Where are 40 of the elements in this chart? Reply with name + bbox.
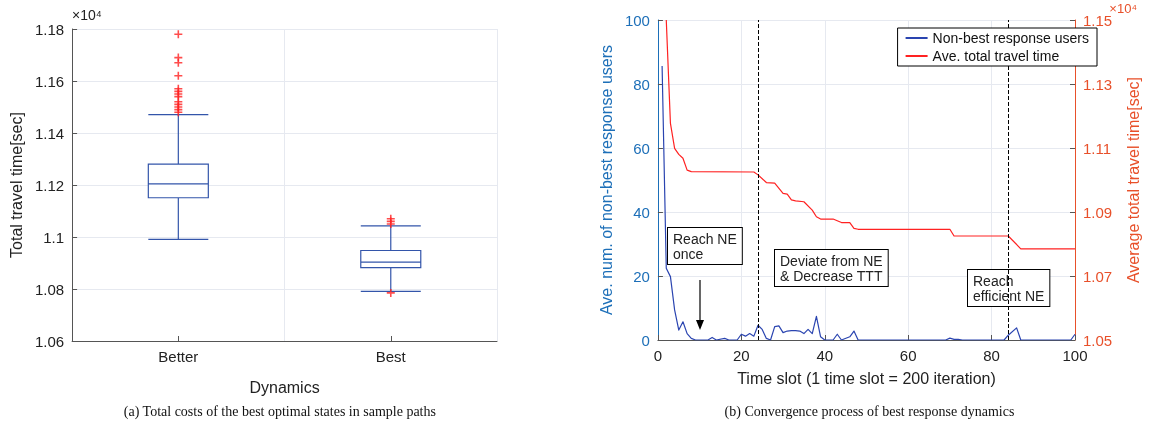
- x-tick-label: 80: [983, 347, 1000, 364]
- y-tick-label: 1.18: [34, 20, 65, 38]
- y-axis-title: Total travel time[sec]: [7, 112, 25, 258]
- y-tick-label: 1.12: [34, 176, 65, 194]
- x-axis-title: Time slot (1 time slot = 200 iteration): [737, 369, 996, 387]
- y-tick-label: 1.16: [34, 72, 65, 90]
- y-tick-label: 60: [633, 139, 650, 157]
- x-tick-label: 60: [899, 347, 917, 364]
- annotation: Deviate from NE & Decrease TTT: [780, 252, 883, 284]
- y-tick-label: 0: [641, 331, 650, 349]
- text: ×10⁴: [72, 7, 102, 23]
- x-tick-label: Better: [158, 348, 199, 365]
- y-tick-label: 1.14: [34, 124, 65, 142]
- x-tick-label: 100: [1062, 347, 1088, 364]
- x-tick-label: Best: [375, 348, 407, 365]
- y-axis-title: Ave. num. of non-best response users: [597, 44, 615, 316]
- y-tick-label: 1.06: [34, 332, 65, 350]
- legend-label: Ave. total travel time: [932, 48, 1060, 64]
- legend-label: Non-best response users: [932, 30, 1090, 46]
- annotation: Reach efficient NE: [973, 272, 1045, 304]
- y-tick-label: 20: [633, 267, 650, 285]
- y-tick-label: 1.1: [43, 228, 65, 246]
- y2-tick-label: 1.07: [1083, 267, 1113, 285]
- x-tick-label: 0: [653, 347, 663, 364]
- y-tick-label: 80: [633, 75, 650, 93]
- y-tick-label: 40: [633, 203, 650, 221]
- line-series: [661, 65, 1076, 341]
- text: (a) Total costs of the best optimal states in sample paths: [123, 403, 436, 420]
- annotation: Reach NE once: [673, 230, 737, 262]
- x-tick-label: 40: [816, 347, 834, 364]
- y-tick-label: 1.08: [34, 280, 65, 298]
- y2-tick-label: 1.11: [1083, 139, 1112, 157]
- y2-axis-title: Average total travel time[sec]: [1124, 76, 1142, 284]
- y2-tick-label: 1.05: [1083, 331, 1113, 349]
- y2-tick-label: 1.09: [1083, 203, 1113, 221]
- text: (b) Convergence process of best response dynamics: [724, 403, 1015, 420]
- y-tick-label: 100: [624, 11, 650, 29]
- x-axis-title: Dynamics: [249, 378, 320, 396]
- x-tick-label: 20: [733, 347, 750, 364]
- y2-tick-label: 1.13: [1083, 75, 1113, 93]
